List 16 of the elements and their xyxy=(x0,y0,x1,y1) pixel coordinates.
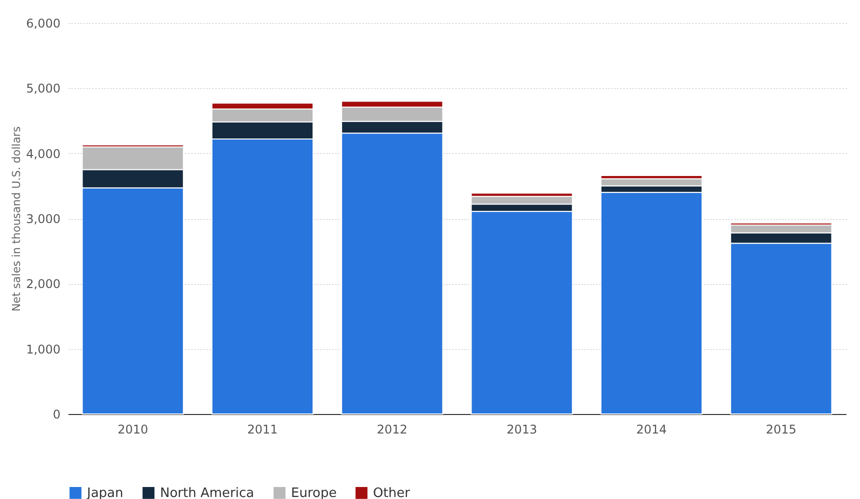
x-tick-label: 2011 xyxy=(247,422,278,436)
x-tick-label: 2013 xyxy=(506,422,538,436)
y-tick-label: 2,000 xyxy=(26,277,60,292)
y-tick-label: 0 xyxy=(52,408,60,422)
y-axis-title: Net sales in thousand U.S. dollars xyxy=(10,126,24,312)
legend-label: Other xyxy=(373,486,411,499)
legend-label: North America xyxy=(160,486,254,499)
y-tick-label: 6,000 xyxy=(26,16,60,30)
y-tick-label: 4,000 xyxy=(26,146,60,161)
y-tick-label: 3,000 xyxy=(26,212,60,226)
x-tick-label: 2015 xyxy=(766,422,796,436)
x-tick-label: 2012 xyxy=(376,422,408,436)
y-tick-label: 5,000 xyxy=(26,82,60,96)
y-tick-label: 1,000 xyxy=(26,342,60,356)
x-tick-label: 2014 xyxy=(636,422,667,436)
x-tick-label: 2010 xyxy=(118,422,148,436)
